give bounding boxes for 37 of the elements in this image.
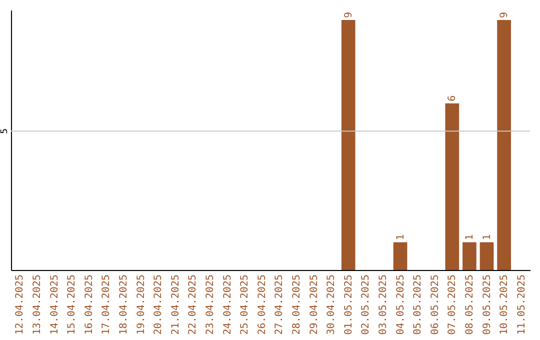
data-label: 6: [447, 95, 458, 102]
x-tick-label: 05.05.2025: [412, 274, 424, 335]
x-tick-label: 13.04.2025: [32, 274, 43, 335]
x-tick-label: 12.04.2025: [14, 274, 26, 335]
data-label: 9: [499, 12, 510, 18]
x-tick-label: 03.05.2025: [378, 274, 389, 335]
x-tick-label: 25.04.2025: [240, 274, 251, 335]
x-tick-label: 20.04.2025: [153, 274, 164, 335]
x-tick-label: 29.04.2025: [308, 274, 320, 335]
x-tick-label: 15.04.2025: [66, 274, 78, 335]
x-tick-label: 10.05.2025: [499, 274, 510, 335]
x-tick-label: 30.04.2025: [326, 274, 338, 335]
x-tick-label: 07.05.2025: [447, 274, 458, 335]
x-tick-label: 09.05.2025: [482, 274, 493, 335]
x-tick-label: 22.04.2025: [188, 274, 199, 335]
x-tick-label: 23.04.2025: [204, 274, 216, 335]
x-tick-label: 24.04.2025: [222, 274, 234, 335]
x-tick-label: 28.04.2025: [291, 274, 302, 335]
x-tick-label: 11.05.2025: [516, 274, 528, 335]
x-tick-label: 26.04.2025: [256, 274, 268, 335]
x-tick-label: 19.04.2025: [136, 274, 147, 335]
ref-line-label: 5: [0, 128, 10, 134]
data-label: 1: [464, 234, 476, 240]
x-tick-label: 02.05.2025: [360, 274, 372, 335]
data-label: 1: [482, 234, 493, 240]
data-label: 9: [343, 12, 354, 18]
x-tick-label: 16.04.2025: [84, 274, 95, 335]
x-tick-label: 04.05.2025: [395, 274, 406, 335]
x-tick-label: 14.04.2025: [49, 274, 60, 335]
x-tick-label: 06.05.2025: [430, 274, 441, 335]
x-tick-label: 08.05.2025: [464, 274, 476, 335]
x-tick-label: 21.04.2025: [170, 274, 182, 335]
x-tick-label: 01.05.2025: [343, 274, 354, 335]
x-tick-label: 27.04.2025: [274, 274, 286, 335]
data-label: 1: [395, 234, 406, 240]
x-tick-label: 18.04.2025: [118, 274, 130, 335]
x-tick-label: 17.04.2025: [101, 274, 112, 335]
